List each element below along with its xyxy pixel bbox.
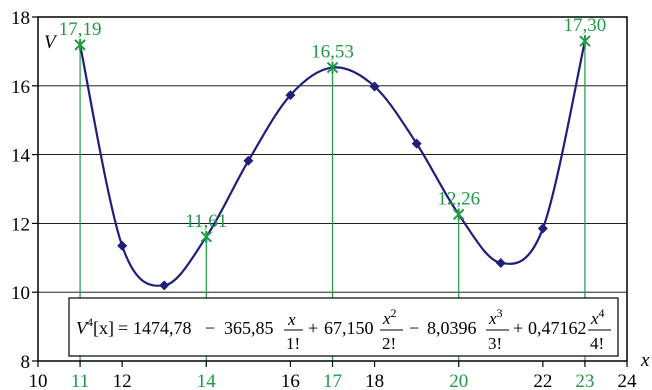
y-axis-label: V bbox=[44, 32, 58, 53]
formula-den1: 1! bbox=[286, 334, 300, 353]
y-tick-label: 12 bbox=[11, 214, 30, 235]
formula-minus-2: − bbox=[409, 318, 419, 338]
formula-c3: 8,0396 bbox=[427, 318, 477, 338]
x-tick-labels: 10 11 12 14 16 17 18 20 22 23 24 bbox=[29, 371, 638, 390]
formula-c4: 0,47162 bbox=[528, 318, 587, 338]
x-tick-label: 16 bbox=[281, 371, 300, 390]
highlight-point-marker bbox=[453, 208, 465, 221]
x-tick-label: 10 bbox=[29, 371, 48, 390]
highlight-point-marker bbox=[74, 38, 86, 51]
highlight-point-marker bbox=[579, 35, 591, 48]
y-tick-labels: 8 10 12 14 16 18 bbox=[11, 8, 31, 373]
axis-ticks bbox=[32, 16, 628, 367]
formula-num2: x2 bbox=[382, 306, 397, 328]
data-label: 17,19 bbox=[59, 19, 102, 40]
formula-box-frame bbox=[68, 297, 619, 357]
x-tick-label: 11 bbox=[71, 371, 89, 390]
data-label: 16,53 bbox=[311, 42, 354, 63]
formula-exp3: 3 bbox=[497, 306, 503, 320]
x-tick-label: 18 bbox=[365, 371, 384, 390]
formula-box: V4[x] = 1474,78 − 365,85 x 1! + 67,150 x… bbox=[68, 297, 619, 357]
data-point-marker bbox=[369, 81, 380, 92]
y-tick-label: 10 bbox=[11, 283, 30, 304]
formula-plus-1: + bbox=[308, 318, 318, 338]
data-point-marker bbox=[243, 155, 254, 166]
formula-exp2: 2 bbox=[391, 306, 397, 320]
x-tick-label: 17 bbox=[323, 371, 342, 390]
formula-plus-2: + bbox=[513, 318, 523, 338]
data-label: 12,26 bbox=[437, 188, 480, 209]
data-label: 11,61 bbox=[185, 211, 227, 232]
y-tick-label: 8 bbox=[21, 352, 31, 373]
formula-num4-var: x bbox=[590, 309, 599, 328]
formula-den4: 4! bbox=[590, 334, 604, 353]
data-point-marker bbox=[159, 280, 170, 291]
data-label: 17,30 bbox=[564, 15, 607, 36]
formula-c0: 1474,78 bbox=[133, 318, 192, 338]
formula-c2: 67,150 bbox=[324, 318, 374, 338]
x-tick-label: 22 bbox=[533, 371, 552, 390]
formula-lhs-superscript: 4 bbox=[87, 315, 93, 329]
formula-exp4: 4 bbox=[599, 306, 605, 320]
formula-den2: 2! bbox=[382, 334, 396, 353]
x-tick-label: 14 bbox=[197, 371, 217, 390]
data-point-marker bbox=[285, 90, 296, 101]
x-axis-label: x bbox=[640, 350, 650, 371]
x-tick-label: 23 bbox=[575, 371, 594, 390]
x-tick-label: 24 bbox=[618, 371, 638, 390]
x-tick-label: 20 bbox=[449, 371, 468, 390]
formula-num3: x3 bbox=[488, 306, 503, 328]
formula-num4: x4 bbox=[590, 306, 605, 328]
highlight-markers bbox=[74, 35, 591, 243]
y-tick-label: 16 bbox=[11, 77, 30, 98]
formula-num2-var: x bbox=[382, 309, 391, 328]
formula-c1: 365,85 bbox=[224, 318, 274, 338]
data-markers bbox=[117, 81, 548, 291]
data-point-marker bbox=[117, 240, 128, 251]
highlight-point-marker bbox=[200, 230, 212, 243]
formula-num1: x bbox=[287, 310, 296, 329]
data-point-marker bbox=[537, 223, 548, 234]
formula-lhs: V4[x] bbox=[76, 315, 114, 338]
formula-minus-1: − bbox=[205, 318, 215, 338]
data-point-marker bbox=[495, 257, 506, 268]
formula-num3-var: x bbox=[488, 309, 497, 328]
formula-lhs-symbol: V bbox=[76, 318, 89, 338]
data-labels: 17,19 11,61 16,53 12,26 17,30 bbox=[59, 15, 607, 232]
y-tick-label: 14 bbox=[11, 146, 31, 167]
x-tick-label: 12 bbox=[113, 371, 132, 390]
y-tick-label: 18 bbox=[11, 8, 30, 29]
formula-lhs-arg: [x] bbox=[93, 318, 114, 338]
formula-equals-sign: = bbox=[118, 318, 128, 338]
formula-den3: 3! bbox=[488, 334, 502, 353]
highlight-point-marker bbox=[326, 61, 339, 74]
data-point-marker bbox=[411, 138, 422, 149]
